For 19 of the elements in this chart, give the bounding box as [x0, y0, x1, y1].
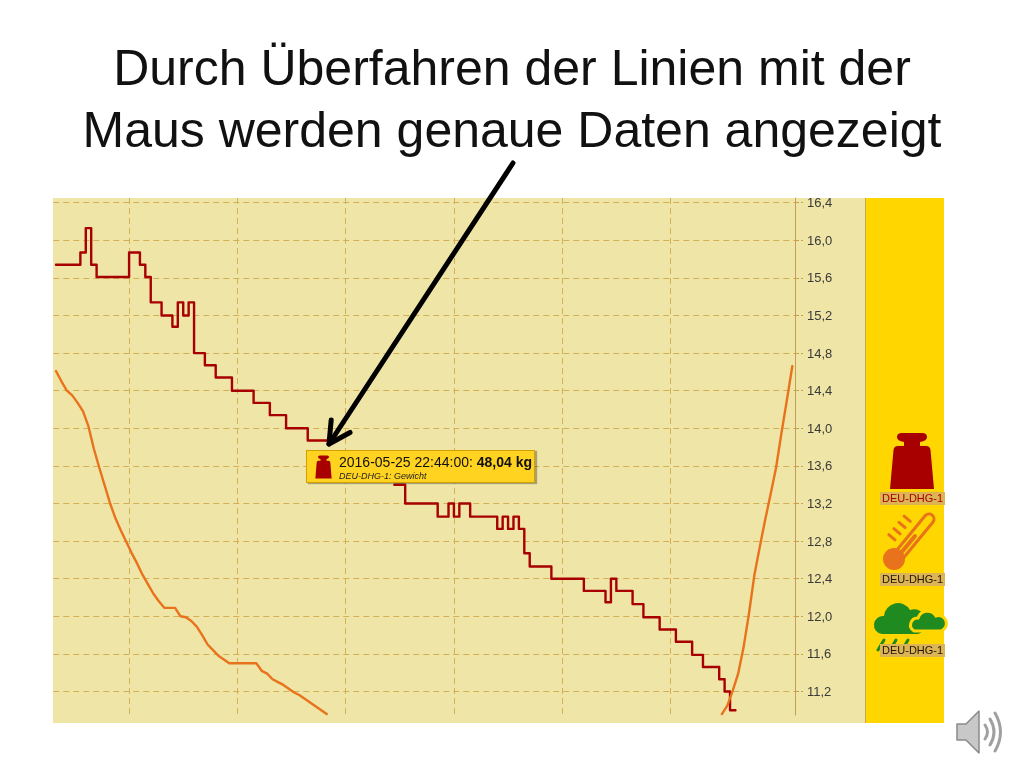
y-tick-label: 11,6: [807, 646, 832, 662]
chart-title: Durch Überfahren der Linien mit der Maus werden genaue Daten angezeigt: [81, 39, 943, 160]
text: DEU-DHG-1: [880, 492, 946, 505]
annotation: 2016-05-25 22:44:00: 48,04 kg: [339, 454, 533, 470]
y-tick-label: 14,8: [807, 345, 833, 361]
y-tick-label: 12,4: [807, 571, 833, 587]
y-tick-label: 13,2: [807, 496, 833, 511]
y-tick-label: 15,6: [807, 270, 833, 286]
y-tick-label: 12,8: [807, 533, 833, 549]
annotation: DEU-DHG-1: Gewicht: [339, 471, 427, 481]
y-tick-label: 16,0: [807, 232, 833, 248]
y-tick-label: 11,2: [807, 684, 832, 699]
y-tick-label: 15,2: [807, 308, 833, 323]
y-tick-label: 13,6: [807, 458, 833, 474]
y-tick-label: 14,4: [807, 383, 833, 399]
y-tick-label: 16,4: [807, 195, 833, 211]
y-tick-label: 14,0: [807, 420, 833, 436]
y-tick-label: 12,0: [807, 608, 833, 624]
legend-label: DEU-DHG-1: [880, 573, 946, 586]
